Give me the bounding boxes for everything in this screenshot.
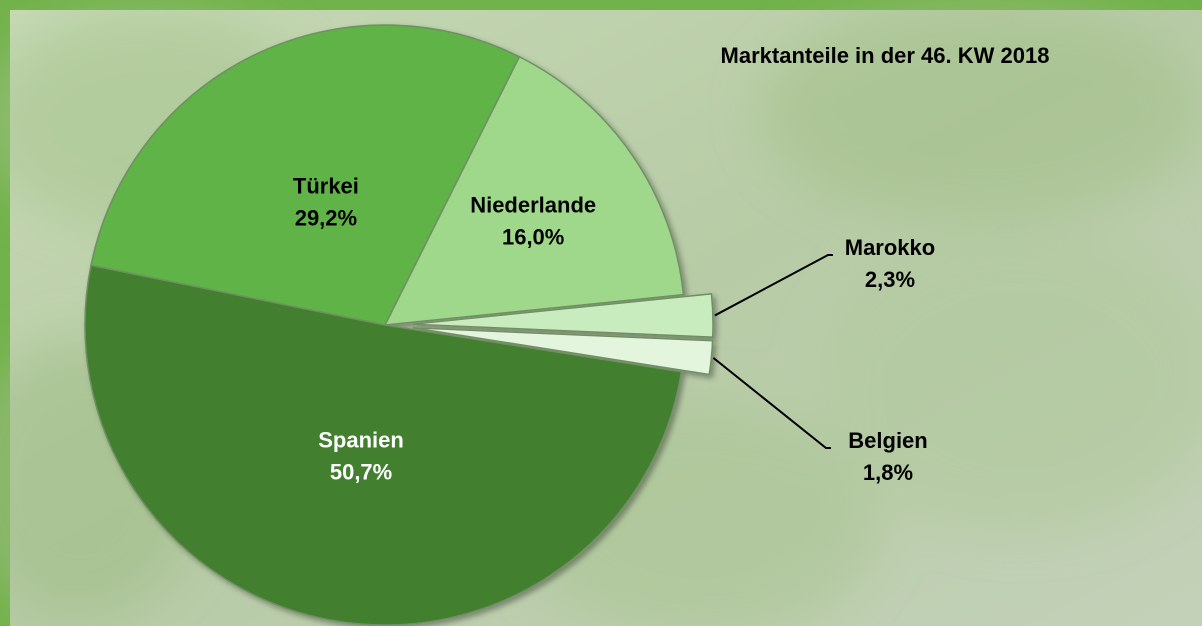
- slice-label: Türkei: [293, 173, 359, 198]
- slice-value-label: 50,7%: [330, 460, 392, 485]
- slice-label: Marokko: [845, 235, 935, 260]
- slice-label: Niederlande: [470, 193, 596, 218]
- slice-value-label: 29,2%: [295, 205, 357, 230]
- chart-title: Marktanteile in der 46. KW 2018: [721, 43, 1050, 68]
- pie: [84, 24, 714, 626]
- slice-value-label: 2,3%: [865, 267, 915, 292]
- pie-slice: [412, 293, 714, 338]
- slice-label: Spanien: [318, 428, 404, 453]
- pie-slice: [90, 24, 521, 326]
- pie-slice: [383, 55, 685, 326]
- slice-value-label: 1,8%: [863, 460, 913, 485]
- pie-slice: [84, 264, 683, 626]
- pie-slice: [412, 327, 714, 376]
- slice-label: Belgien: [848, 428, 927, 453]
- leader-line: [712, 357, 831, 449]
- slice-value-label: 16,0%: [502, 225, 564, 250]
- leader-line: [714, 254, 833, 317]
